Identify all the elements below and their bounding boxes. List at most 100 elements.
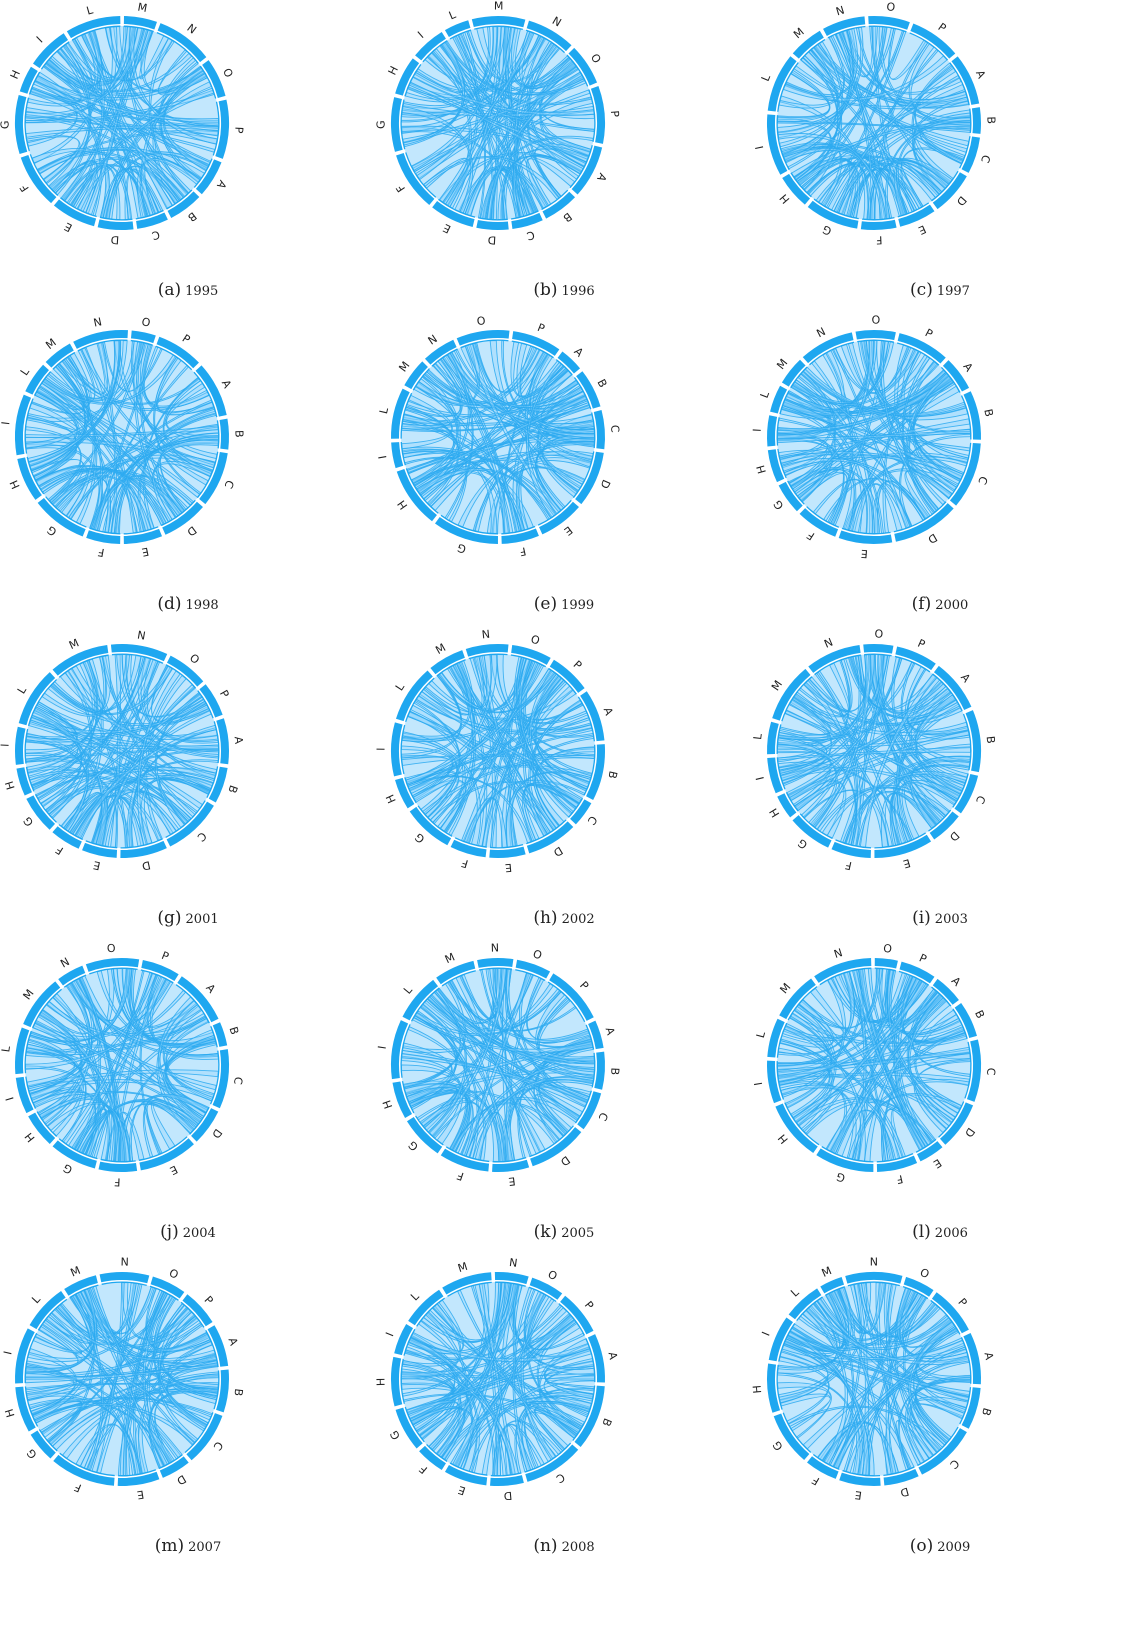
ring-inner-band (813, 198, 859, 220)
segment-label: C (194, 829, 209, 844)
chord-panel: M N O P A B C D E F G H I L (g) 2001 (0, 629, 376, 958)
caption-year: 1999 (561, 598, 595, 613)
ring-segment (772, 668, 811, 721)
segment-label: P (571, 658, 585, 672)
ring-inner-band (931, 986, 952, 1007)
segment-label: H (751, 1385, 765, 1394)
ring-segment (123, 528, 163, 544)
ring-segment (395, 1407, 423, 1449)
ring-segment (66, 16, 121, 39)
ring-segment (965, 710, 981, 773)
caption-year: 2005 (561, 1226, 595, 1241)
panel-caption: (b) 1996 (376, 280, 752, 300)
ring-inner-band (495, 1281, 526, 1287)
segment-label: N (508, 1256, 518, 1270)
ring-segment (897, 333, 946, 364)
segment-label: L (751, 732, 765, 741)
ring-segment (571, 145, 603, 195)
ring-segment (23, 981, 61, 1028)
ring-inner-band (548, 667, 577, 695)
ring-inner-band (140, 969, 174, 984)
ring-segment (874, 958, 898, 969)
caption-year: 2009 (937, 1540, 971, 1555)
segment-label: A (203, 981, 218, 996)
panel-caption: (g) 2001 (0, 908, 376, 928)
segment-label: D (184, 523, 199, 538)
segment-label: E (441, 221, 453, 236)
segment-label: G (412, 830, 427, 845)
segment-label: C (973, 793, 988, 806)
ring-inner-band (960, 1337, 972, 1384)
ring-segment (26, 795, 56, 830)
segment-label: F (810, 1473, 822, 1487)
ring-segment (32, 33, 69, 69)
ring-segment (432, 201, 475, 227)
ring-inner-band (180, 1301, 205, 1328)
ring-inner-band (787, 480, 805, 505)
segment-label: B (599, 1416, 614, 1428)
ring-segment (961, 1387, 981, 1429)
ring-segment (807, 1456, 839, 1479)
ring-segment (512, 331, 560, 356)
ring-segment (490, 1475, 524, 1486)
ring-segment (770, 385, 788, 414)
ring-inner-band (787, 986, 818, 1021)
ring-inner-band (89, 967, 138, 975)
caption-year: 1996 (561, 284, 595, 299)
ring-inner-band (25, 1076, 37, 1109)
ring-segment (792, 815, 832, 848)
segment-label: L (377, 405, 391, 415)
segment-label: C (221, 478, 236, 491)
ring-segment (450, 839, 487, 858)
ring-inner-band (25, 766, 35, 792)
chord-panel: M N O P A B C D E F G H I L (k) 2005 (376, 941, 752, 1272)
caption-year: 2007 (188, 1540, 222, 1555)
segment-label: I (752, 1081, 765, 1086)
ring-inner-band (36, 1111, 58, 1137)
ring-inner-band (130, 339, 153, 346)
segment-label: I (754, 775, 767, 781)
ring-segment (156, 336, 199, 369)
ring-segment (166, 801, 214, 847)
ring-segment (777, 793, 797, 818)
segment-label: O (476, 314, 487, 328)
ring-inner-band (515, 969, 546, 981)
ring-segment (918, 1428, 967, 1475)
ring-inner-band (864, 653, 892, 657)
ring-segment (492, 1159, 530, 1172)
ring-segment (212, 1022, 228, 1047)
ring-inner-band (69, 1284, 99, 1299)
ring-segment (929, 811, 959, 840)
caption-year: 2001 (185, 912, 219, 927)
ring-segment (883, 1468, 919, 1486)
ring-segment (139, 1138, 194, 1171)
ring-inner-band (591, 412, 596, 449)
segment-label: B (185, 209, 199, 224)
ring-inner-band (969, 108, 972, 133)
ring-inner-band (825, 1286, 845, 1296)
chord-ribbons (401, 654, 595, 848)
segment-label: A (571, 345, 586, 360)
ring-segment (216, 1369, 230, 1413)
segment-label: I (759, 1330, 772, 1338)
ring-inner-band (24, 97, 30, 152)
ring-inner-band (569, 145, 593, 189)
ring-inner-band (868, 25, 907, 33)
ring-segment (391, 97, 403, 152)
ring-inner-band (940, 366, 961, 393)
segment-label: G (45, 523, 60, 539)
segment-label: L (18, 365, 33, 378)
panel-caption: (a) 1995 (0, 280, 376, 300)
segment-label: M (494, 0, 504, 13)
segment-label: L (393, 680, 408, 693)
chord-panel: N O P A B C D E F G H I L M (d) 1998 (0, 315, 376, 644)
segment-label: I (753, 145, 766, 151)
ring-segment (14, 95, 28, 155)
segment-label: O (871, 313, 880, 326)
ring-inner-band (959, 1387, 972, 1425)
ring-inner-band (24, 1386, 39, 1427)
chord-diagram: M N O P A B C D E F G H I L (1, 1255, 245, 1501)
